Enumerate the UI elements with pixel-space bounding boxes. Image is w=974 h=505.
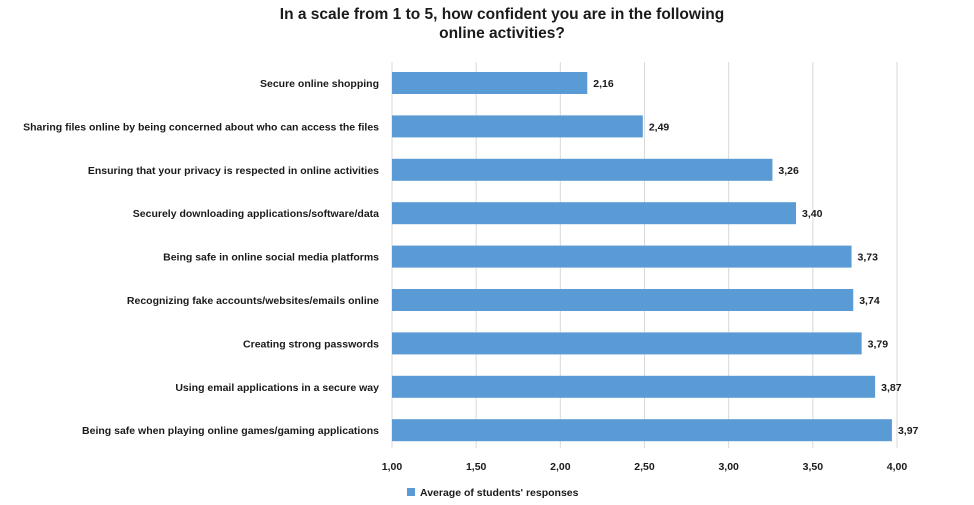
category-label: Secure online shopping [260, 78, 379, 90]
category-label: Ensuring that your privacy is respected … [88, 165, 379, 177]
bar [392, 289, 854, 311]
category-label: Using email applications in a secure way [175, 382, 379, 394]
bar [392, 115, 643, 138]
value-label: 3,26 [778, 165, 799, 177]
value-label: 3,40 [802, 208, 823, 220]
x-tick-label: 4,00 [887, 461, 908, 473]
bar [392, 419, 892, 442]
category-label: Creating strong passwords [243, 338, 379, 350]
category-labels: Secure online shopping Sharing files onli… [23, 78, 379, 437]
x-axis-tick-labels: 1,00 1,50 2,00 2,50 3,00 3,50 4,00 [382, 461, 908, 473]
value-label: 3,79 [868, 338, 889, 350]
chart-title-line-1: In a scale from 1 to 5, how confident yo… [280, 6, 724, 23]
value-label: 3,87 [881, 382, 902, 394]
bar [392, 158, 773, 181]
category-label: Sharing files online by being concerned … [23, 121, 379, 133]
bar [392, 202, 796, 225]
chart-title-line-2: online activities? [439, 25, 565, 42]
legend-label: Average of students' responses [420, 487, 579, 499]
x-tick-label: 1,00 [382, 461, 403, 473]
value-label: 3,73 [858, 252, 879, 264]
value-label: 2,49 [649, 121, 670, 133]
x-tick-label: 2,00 [550, 461, 571, 473]
bar [392, 72, 588, 94]
value-label: 3,74 [859, 295, 880, 307]
category-label: Being safe in online social media platfo… [163, 252, 379, 264]
bar [392, 332, 862, 355]
x-tick-label: 1,50 [466, 461, 487, 473]
bar [392, 245, 852, 268]
x-tick-label: 3,00 [718, 461, 739, 473]
x-tick-label: 2,50 [634, 461, 655, 473]
value-labels: 2,16 2,49 3,26 3,40 3,73 3,74 3,79 3,87 3,97 [593, 78, 918, 437]
x-tick-label: 3,50 [803, 461, 824, 473]
value-label: 3,97 [898, 425, 919, 437]
value-label: 2,16 [593, 78, 614, 90]
legend-swatch [407, 488, 415, 496]
bar [392, 375, 876, 398]
legend: Average of students' responses [407, 487, 579, 499]
category-label: Securely downloading applications/softwa… [133, 208, 379, 220]
category-label: Being safe when playing online games/gam… [82, 425, 379, 437]
bars [392, 72, 892, 442]
category-label: Recognizing fake accounts/websites/email… [127, 295, 379, 307]
